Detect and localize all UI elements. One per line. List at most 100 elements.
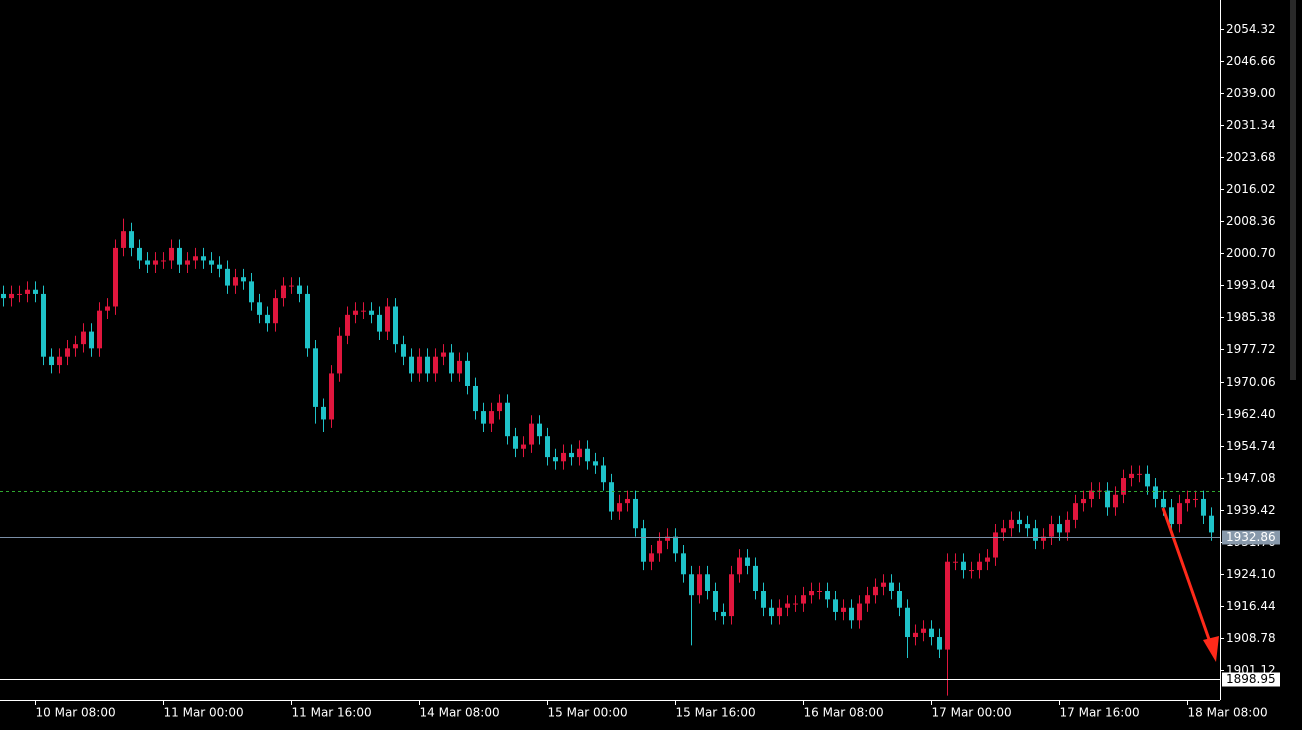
- candle-body: [1113, 494, 1118, 508]
- candle-body: [945, 561, 950, 650]
- candle-body: [241, 277, 246, 282]
- candle-body: [929, 628, 934, 638]
- candle-body: [889, 582, 894, 592]
- candle-body: [985, 557, 990, 562]
- candle-body: [625, 498, 630, 504]
- candle-body: [209, 260, 214, 265]
- plot-area: [1, 218, 1214, 696]
- candle-body: [1057, 524, 1062, 533]
- candle-body: [865, 595, 870, 604]
- price-label: 1932.86: [1226, 530, 1276, 544]
- candle-body: [417, 356, 422, 374]
- candle-body: [1169, 507, 1174, 525]
- candle-body: [369, 310, 374, 315]
- candle-body: [833, 599, 838, 612]
- x-tick-label: 10 Mar 08:00: [36, 706, 116, 720]
- y-tick-label: 2023.68: [1226, 150, 1276, 164]
- candle-body: [1105, 490, 1110, 508]
- candle-body: [593, 461, 598, 466]
- candle-body: [673, 536, 678, 554]
- candle-body: [1193, 498, 1198, 500]
- candle-body: [97, 310, 102, 349]
- candle-body: [689, 574, 694, 596]
- candle-body: [305, 293, 310, 349]
- annotation-arrow: [1161, 507, 1219, 662]
- candle-body: [321, 406, 326, 420]
- candle-body: [577, 448, 582, 458]
- x-tick-label: 11 Mar 16:00: [292, 706, 372, 720]
- candle-body: [345, 314, 350, 336]
- candle-body: [153, 260, 158, 265]
- y-tick-label: 1962.40: [1226, 407, 1276, 421]
- candle-body: [65, 348, 70, 357]
- y-tick-label: 2046.66: [1226, 54, 1276, 68]
- candle-body: [937, 637, 942, 650]
- candle-body: [257, 302, 262, 315]
- candle-body: [25, 289, 30, 294]
- y-tick-label: 1977.72: [1226, 342, 1276, 356]
- candle-body: [905, 607, 910, 638]
- candle-body: [761, 591, 766, 608]
- y-tick-label: 1954.74: [1226, 439, 1276, 453]
- candle-body: [361, 310, 366, 312]
- candle-body: [825, 591, 830, 600]
- price-label: 1898.95: [1226, 672, 1276, 686]
- candle-body: [849, 607, 854, 621]
- candle-body: [505, 402, 510, 437]
- candle-body: [649, 553, 654, 562]
- candle-body: [1153, 486, 1158, 499]
- candle-body: [881, 582, 886, 587]
- y-tick-label: 2008.36: [1226, 214, 1276, 228]
- candle-body: [961, 561, 966, 571]
- candle-body: [713, 591, 718, 612]
- x-tick-label: 17 Mar 16:00: [1060, 706, 1140, 720]
- y-tick-label: 2054.32: [1226, 22, 1276, 36]
- y-tick-label: 2000.70: [1226, 246, 1276, 260]
- y-tick-label: 1993.04: [1226, 278, 1276, 292]
- candle-body: [1025, 524, 1030, 529]
- arrow-shaft: [1161, 507, 1213, 646]
- candle-body: [969, 570, 974, 572]
- candle-body: [513, 436, 518, 449]
- candle-body: [977, 561, 982, 571]
- candle-body: [841, 607, 846, 612]
- candle-body: [553, 457, 558, 462]
- candle-body: [129, 231, 134, 248]
- candle-body: [281, 285, 286, 299]
- candle-body: [697, 574, 702, 596]
- y-tick-label: 1924.10: [1226, 567, 1276, 581]
- candle-body: [1017, 519, 1022, 525]
- candle-body: [169, 247, 174, 261]
- candle-body: [1209, 515, 1214, 533]
- candle-body: [353, 310, 358, 315]
- candle-body: [201, 256, 206, 261]
- candle-body: [529, 423, 534, 445]
- x-tick-label: 15 Mar 16:00: [676, 706, 756, 720]
- candle-body: [993, 532, 998, 558]
- candle-body: [617, 503, 622, 512]
- candle-body: [497, 402, 502, 412]
- candle-body: [641, 528, 646, 562]
- candle-body: [113, 247, 118, 307]
- candle-body: [177, 247, 182, 265]
- candle-body: [193, 256, 198, 261]
- candle-body: [457, 360, 462, 374]
- candle-body: [161, 260, 166, 262]
- candle-body: [393, 306, 398, 345]
- candle-body: [1129, 473, 1134, 479]
- candle-body: [73, 344, 78, 349]
- candle-body: [249, 281, 254, 303]
- arrow-head: [1203, 636, 1219, 662]
- y-tick-label: 1939.42: [1226, 503, 1276, 517]
- candle-body: [633, 498, 638, 529]
- candle-body: [817, 591, 822, 593]
- candle-body: [777, 607, 782, 617]
- candle-body: [569, 452, 574, 458]
- candle-body: [481, 411, 486, 424]
- candle-body: [1177, 503, 1182, 525]
- candle-body: [465, 360, 470, 386]
- y-tick-label: 2039.00: [1226, 86, 1276, 100]
- candle-body: [137, 247, 142, 261]
- price-label-box: [1222, 672, 1280, 687]
